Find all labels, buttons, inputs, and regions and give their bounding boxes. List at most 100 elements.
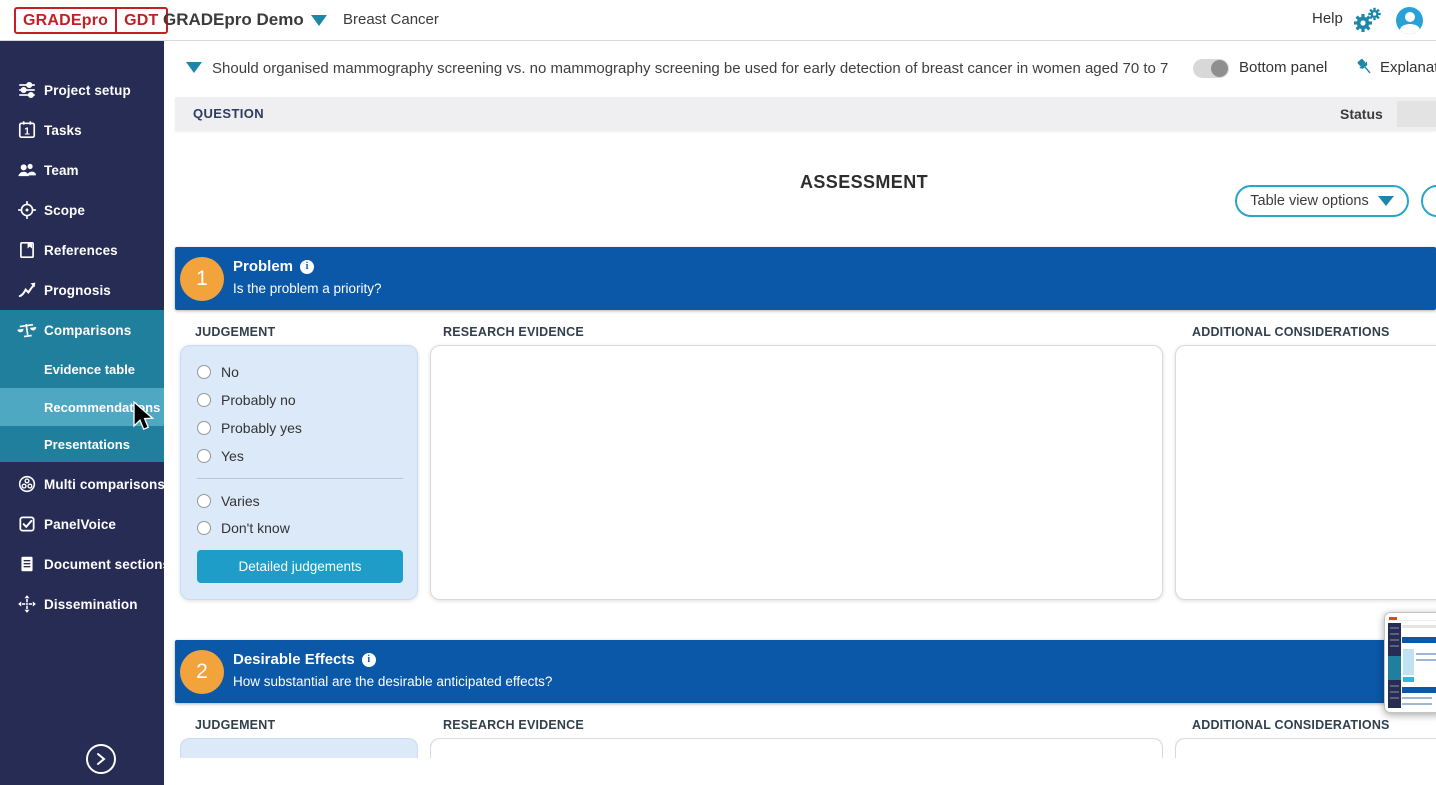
screenshot-thumbnail-preview[interactable] <box>1384 612 1436 713</box>
column-header-judgement: JUDGEMENT <box>195 325 276 339</box>
column-header-research-evidence: RESEARCH EVIDENCE <box>443 325 584 339</box>
column-header-judgement: JUDGEMENT <box>195 718 276 732</box>
sidebar-item-label: Dissemination <box>44 596 138 612</box>
sidebar-item-label: Tasks <box>44 122 82 138</box>
sidebar-subitem-recommendations[interactable]: Recommendations <box>0 388 164 426</box>
sidebar-item-label: Prognosis <box>44 282 111 298</box>
breadcrumb[interactable]: Breast Cancer <box>343 11 439 28</box>
question-collapse-icon[interactable] <box>186 62 202 73</box>
section-subtitle: Is the problem a priority? <box>233 281 382 296</box>
balance-icon <box>17 320 37 340</box>
trend-arrow-icon <box>17 280 37 300</box>
radio-label: Probably yes <box>221 420 302 436</box>
clipped-options-button[interactable] <box>1421 185 1436 217</box>
bottom-panel-label: Bottom panel <box>1239 59 1328 76</box>
section-title: Desirable Effects <box>233 651 355 668</box>
logo-text-primary: GRADEpro <box>23 11 109 29</box>
radio-option-yes[interactable]: Yes <box>197 448 244 464</box>
section-header-problem: 1 Problem i Is the problem a priority? <box>175 247 1436 310</box>
radio-label: Varies <box>221 493 260 509</box>
sliders-icon <box>17 80 37 100</box>
sidebar-item-label: References <box>44 242 118 258</box>
avatar-head-icon <box>1404 12 1415 22</box>
sidebar-item-dissemination[interactable]: Dissemination <box>0 584 164 624</box>
research-evidence-panel-partial[interactable] <box>430 738 1163 758</box>
sidebar-item-label: PanelVoice <box>44 516 117 532</box>
radio-option-varies[interactable]: Varies <box>197 493 260 509</box>
radio-option-probably-no[interactable]: Probably no <box>197 392 296 408</box>
options-divider <box>197 478 403 479</box>
sidebar-subitem-presentations[interactable]: Presentations <box>0 425 164 463</box>
arrows-out-icon <box>17 594 37 614</box>
svg-text:1: 1 <box>24 126 30 137</box>
subitem-label: Recommendations <box>44 399 161 415</box>
additional-considerations-panel-partial[interactable] <box>1175 738 1436 758</box>
radio-option-no[interactable]: No <box>197 364 239 380</box>
radio-option-dont-know[interactable]: Don't know <box>197 520 290 536</box>
sidebar-nav: Project setup 1 Tasks Team <box>0 41 170 785</box>
sidebar-comparisons-group: Comparisons Evidence table Recommendatio… <box>0 310 164 462</box>
table-view-options-label: Table view options <box>1250 193 1369 209</box>
pin-icon[interactable] <box>1355 57 1375 79</box>
chevron-right-icon <box>97 753 106 765</box>
main-content: Should organised mammography screening v… <box>164 41 1436 785</box>
gradepro-logo[interactable]: GRADEpro GDT <box>14 7 168 34</box>
section-header-desirable-effects: 2 Desirable Effects i How substantial ar… <box>175 640 1436 703</box>
sidebar-item-panelvoice[interactable]: PanelVoice <box>0 504 164 544</box>
sidebar-item-document-sections[interactable]: Document sections <box>0 544 170 584</box>
column-header-additional-considerations: ADDITIONAL CONSIDERATIONS <box>1192 718 1390 732</box>
sidebar-item-scope[interactable]: Scope <box>0 190 164 230</box>
additional-considerations-panel[interactable] <box>1175 345 1436 600</box>
section-title: Problem <box>233 258 294 275</box>
sidebar-subitem-evidence-table[interactable]: Evidence table <box>0 350 164 388</box>
multi-circles-icon <box>17 474 37 494</box>
sidebar-item-label: Scope <box>44 202 86 218</box>
sidebar-item-team[interactable]: Team <box>0 150 164 190</box>
sidebar-item-prognosis[interactable]: Prognosis <box>0 270 164 310</box>
user-avatar[interactable] <box>1396 7 1423 34</box>
project-dropdown-icon[interactable] <box>311 15 327 26</box>
info-icon[interactable]: i <box>361 652 376 667</box>
step-number-badge: 1 <box>180 257 224 301</box>
settings-gear-icon[interactable] <box>1351 5 1383 37</box>
logo-text-secondary: GDT <box>115 9 165 32</box>
radio-icon[interactable] <box>197 449 211 463</box>
radio-icon[interactable] <box>197 393 211 407</box>
research-evidence-panel[interactable] <box>430 345 1163 600</box>
table-view-options-button[interactable]: Table view options <box>1235 185 1409 217</box>
sidebar-item-multi-comparisons[interactable]: Multi comparisons <box>0 464 165 504</box>
explanations-label[interactable]: Explanations <box>1380 59 1436 76</box>
step-number-badge: 2 <box>180 650 224 694</box>
people-icon <box>17 160 37 180</box>
chevron-down-icon <box>1377 196 1394 206</box>
radio-label: Yes <box>221 448 244 464</box>
status-label: Status <box>1340 106 1383 122</box>
section-subtitle: How substantial are the desirable antici… <box>233 674 553 689</box>
status-badge[interactable] <box>1397 101 1436 127</box>
radio-option-probably-yes[interactable]: Probably yes <box>197 420 302 436</box>
question-text: Should organised mammography screening v… <box>212 60 1169 77</box>
question-section-bar[interactable]: QUESTION Status <box>175 97 1436 131</box>
sidebar-item-label: Team <box>44 162 79 178</box>
sidebar-item-tasks[interactable]: 1 Tasks <box>0 110 164 150</box>
sidebar-item-label: Comparisons <box>44 322 132 338</box>
radio-label: Probably no <box>221 392 296 408</box>
calendar-icon: 1 <box>17 120 37 140</box>
help-link[interactable]: Help <box>1312 10 1343 27</box>
checkbox-icon <box>17 514 37 534</box>
radio-icon[interactable] <box>197 365 211 379</box>
sidebar-item-label: Multi comparisons <box>44 476 165 492</box>
sidebar-item-comparisons[interactable]: Comparisons <box>0 310 164 350</box>
toggle-knob <box>1211 60 1228 77</box>
info-icon[interactable]: i <box>300 259 315 274</box>
judgement-panel-partial <box>180 738 418 758</box>
detailed-judgements-button[interactable]: Detailed judgements <box>197 550 403 583</box>
radio-icon[interactable] <box>197 421 211 435</box>
sidebar-expand-button[interactable] <box>86 744 116 774</box>
radio-icon[interactable] <box>197 494 211 508</box>
sidebar-item-project-setup[interactable]: Project setup <box>0 70 164 110</box>
bottom-panel-toggle[interactable] <box>1193 59 1229 78</box>
sidebar-item-references[interactable]: References <box>0 230 164 270</box>
radio-icon[interactable] <box>197 521 211 535</box>
